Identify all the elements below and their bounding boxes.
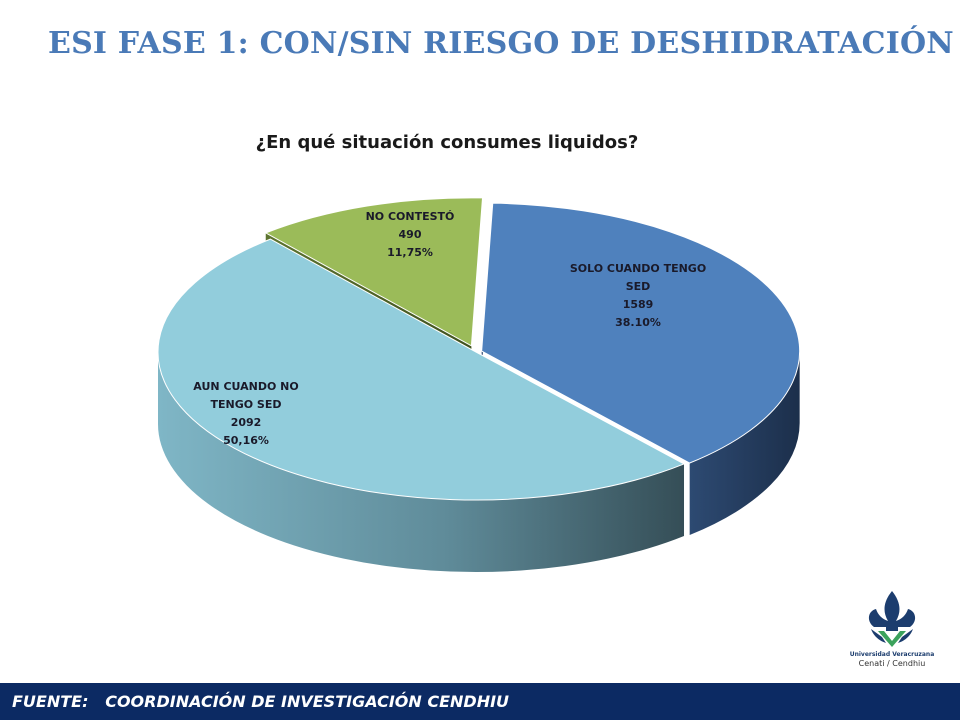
pie-slice-side-1 xyxy=(689,351,800,536)
university-logo: Universidad Veracruzana Cenati / Cendhiu xyxy=(838,585,946,685)
pie-slice-2 xyxy=(157,238,686,501)
logo-caption: Cenati / Cendhiu xyxy=(858,659,926,668)
fleur-de-lis-icon xyxy=(868,591,916,647)
footer-source: FUENTE: COORDINACIÓN DE INVESTIGACIÓN CE… xyxy=(12,692,510,711)
pie-slice-label-2: AUN CUANDO NO TENGO SED 2092 50,16% xyxy=(193,380,298,447)
logo-university-name: Universidad Veracruzana xyxy=(849,651,935,658)
pie-slice-side-2 xyxy=(157,352,685,572)
chart-title: ¿En qué situación consumes liquidos? xyxy=(255,132,639,153)
pie-slice-label-1: SOLO CUANDO TENGO SED 1589 38.10% xyxy=(570,262,706,329)
pie-slice-3 xyxy=(264,197,484,347)
pie-slice-label-3: NO CONTESTÓ 490 11,75% xyxy=(366,210,455,259)
pie-slice-1 xyxy=(481,202,801,464)
pie-chart: SOLO CUANDO TENGO SED 1589 38.10% AUN CUANDO… xyxy=(157,197,801,572)
slide-title: ESI FASE 1: CON/SIN RIESGO DE DESHIDRATA… xyxy=(48,26,954,61)
footer-bar: FUENTE: COORDINACIÓN DE INVESTIGACIÓN CE… xyxy=(0,683,960,720)
